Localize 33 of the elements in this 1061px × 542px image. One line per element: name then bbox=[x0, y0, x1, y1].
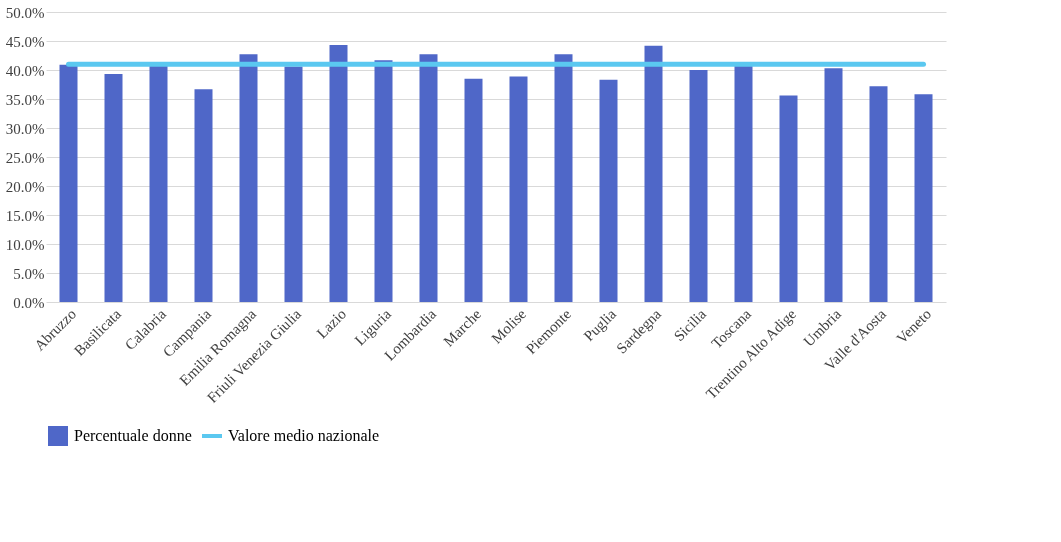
bar bbox=[509, 76, 528, 302]
bar bbox=[644, 45, 663, 302]
y-tick-label: 30.0% bbox=[5, 120, 45, 137]
bar bbox=[734, 64, 753, 302]
bar bbox=[104, 74, 123, 302]
bar bbox=[329, 45, 348, 302]
y-tick-label: 10.0% bbox=[5, 236, 45, 253]
bar bbox=[869, 86, 888, 302]
bar bbox=[419, 54, 438, 302]
bar bbox=[239, 54, 258, 302]
bar bbox=[779, 95, 798, 302]
bar bbox=[554, 54, 573, 302]
bar bbox=[464, 78, 483, 302]
bar bbox=[689, 70, 708, 302]
bar bbox=[374, 60, 393, 302]
bar bbox=[824, 68, 843, 302]
y-tick-label: 20.0% bbox=[5, 178, 45, 195]
y-tick-label: 40.0% bbox=[5, 62, 45, 79]
y-tick-label: 0.0% bbox=[13, 294, 45, 311]
y-tick-label: 35.0% bbox=[5, 91, 45, 108]
legend-label: Percentuale donne bbox=[74, 427, 192, 444]
bar bbox=[59, 64, 78, 302]
y-tick-label: 5.0% bbox=[13, 265, 45, 282]
bar bbox=[149, 65, 168, 302]
y-tick-label: 45.0% bbox=[5, 33, 45, 50]
bar bbox=[284, 66, 303, 302]
bar bbox=[194, 89, 213, 302]
bar bbox=[914, 94, 933, 302]
bar bbox=[599, 79, 618, 302]
y-tick-label: 15.0% bbox=[5, 207, 45, 224]
y-tick-label: 50.0% bbox=[5, 4, 45, 21]
legend-label: Valore medio nazionale bbox=[228, 427, 380, 444]
y-tick-label: 25.0% bbox=[5, 149, 45, 166]
